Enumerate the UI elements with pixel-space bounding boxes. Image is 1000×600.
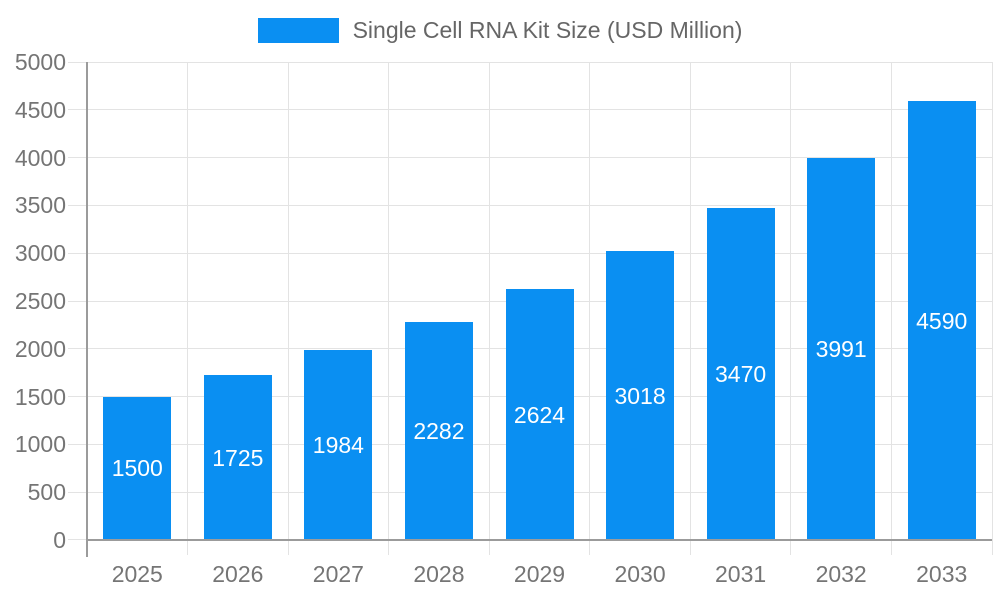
bar-value-label: 2624: [513, 401, 566, 428]
bar: [907, 101, 976, 540]
bar-value-label: 4590: [916, 307, 968, 334]
gridline: [388, 62, 390, 555]
gridline: [689, 62, 691, 555]
bar: [606, 251, 675, 540]
x-axis-tick-label: 2031: [715, 561, 767, 587]
y-axis-tick-label: 4500: [14, 96, 66, 123]
legend-swatch-icon: [257, 18, 339, 43]
gridline: [287, 62, 289, 555]
gridline: [68, 252, 992, 254]
y-axis-tick-label: 4000: [14, 144, 66, 171]
y-axis-tick-label: 500: [27, 479, 66, 506]
bar: [807, 158, 876, 540]
x-axis-tick-label: 2030: [614, 561, 666, 587]
y-axis-tick-label: 5000: [14, 49, 66, 75]
gridline: [890, 62, 892, 555]
gridline: [68, 204, 992, 206]
y-axis-tick-label: 3500: [14, 192, 66, 219]
bar: [706, 208, 775, 540]
gridline: [68, 109, 992, 111]
bar-value-label: 1725: [212, 444, 264, 471]
x-axis-tick-label: 2027: [312, 561, 364, 587]
bar: [103, 396, 172, 540]
gridline: [589, 62, 591, 555]
bar: [404, 321, 473, 540]
gridline: [991, 62, 993, 555]
bar-value-label: 2282: [413, 417, 465, 444]
bar-value-label: 3991: [815, 336, 867, 363]
x-axis-tick-label: 2025: [111, 561, 163, 587]
bar-value-label: 1500: [111, 455, 163, 482]
y-axis-tick-label: 2000: [14, 335, 66, 362]
y-axis-tick: [68, 539, 87, 540]
x-axis-tick-label: 2028: [413, 561, 465, 587]
x-axis-tick-label: 2026: [212, 561, 264, 587]
gridline: [488, 62, 490, 555]
x-axis-tick-label: 2033: [916, 561, 968, 587]
y-axis-tick-label: 1000: [14, 431, 66, 458]
bar: [203, 375, 272, 540]
y-axis-line: [86, 62, 88, 557]
x-axis-tick-label: 2029: [513, 561, 566, 587]
x-axis-line: [87, 539, 992, 541]
bar-value-label: 3470: [715, 361, 767, 388]
bar: [505, 289, 574, 540]
gridline: [187, 62, 189, 555]
gridline: [68, 61, 992, 63]
y-axis-tick-label: 2500: [14, 288, 66, 314]
y-axis-tick-label: 3000: [14, 240, 66, 267]
gridline: [790, 62, 792, 555]
gridline: [68, 157, 992, 159]
legend-label: Single Cell RNA Kit Size (USD Million): [352, 17, 743, 43]
bar-value-label: 1984: [312, 432, 364, 459]
bar: [304, 350, 373, 540]
legend[interactable]: Single Cell RNA Kit Size (USD Million): [0, 17, 1000, 44]
y-axis-tick-label: 0: [53, 527, 66, 553]
y-axis-tick-label: 1500: [14, 383, 66, 410]
bar-value-label: 3018: [614, 382, 666, 409]
x-axis-tick-label: 2032: [815, 561, 867, 587]
plot-area: 0 500 1000 1500 2000 2500 3000 3500 4000 4500 5000…: [15, 49, 993, 587]
